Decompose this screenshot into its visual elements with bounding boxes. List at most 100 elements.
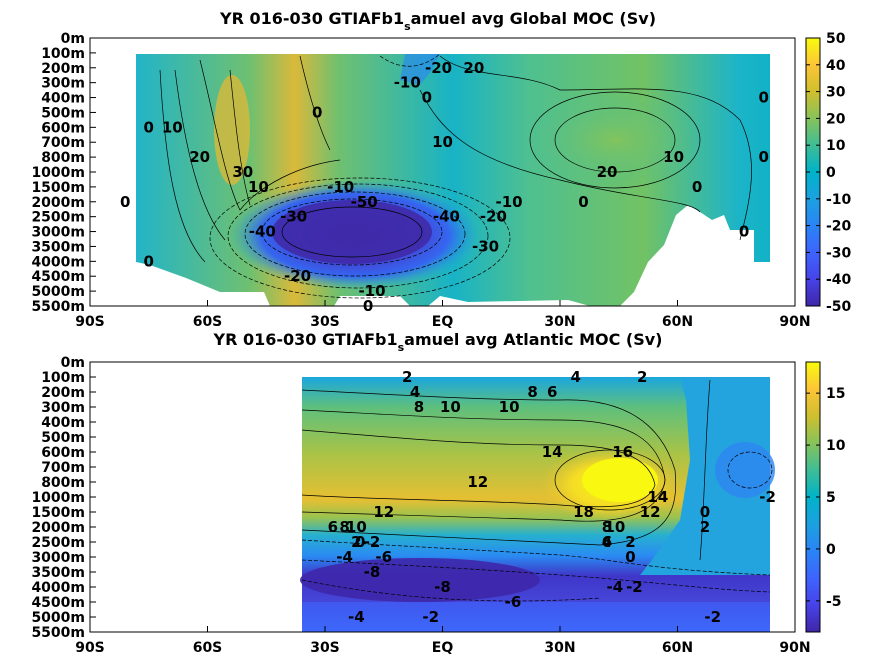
- atlantic-contour-label: 14: [647, 488, 668, 506]
- global-x-tick-label: 30N: [544, 314, 575, 330]
- atlantic-y-tick-label: 800m: [41, 475, 85, 491]
- atlantic-contour-label: 4: [602, 533, 612, 551]
- global-x-tick-label: 90N: [779, 314, 810, 330]
- atlantic-x-tick-label: 90S: [75, 640, 105, 656]
- global-colorbar-tick-label: 20: [826, 111, 846, 127]
- global-y-tick-label: 4500m: [31, 269, 85, 285]
- atlantic-contour-label: -4: [606, 578, 623, 596]
- atlantic-y-tick-label: 300m: [41, 400, 85, 416]
- global-y-tick-label: 400m: [41, 91, 85, 107]
- global-title: YR 016-030 GTIAFb1samuel avg Global MOC …: [219, 9, 656, 33]
- atlantic-y-tick-label: 3000m: [31, 550, 85, 566]
- global-x-tick-label: 60N: [662, 314, 693, 330]
- global-contour-label: 0: [739, 223, 749, 241]
- global-x-tick-label: EQ: [432, 314, 454, 330]
- atlantic-contour-label: 12: [467, 473, 488, 491]
- atlantic-contour-label: -2: [704, 608, 721, 626]
- global-contours: [159, 53, 752, 299]
- atlantic-colorbar-tick-label: 0: [826, 542, 836, 558]
- global-y-tick-label: 700m: [41, 135, 85, 151]
- atlantic-x-axis: 90S 60S 30S EQ 30N 60N 90N: [75, 626, 811, 656]
- global-y-tick-label: 3000m: [31, 225, 85, 241]
- global-contour-label: 30: [232, 163, 253, 181]
- global-contour-label: 0: [692, 178, 702, 196]
- atlantic-y-tick-label: 100m: [41, 370, 85, 386]
- atlantic-contour-label: 4: [570, 368, 580, 386]
- global-contour-label: -30: [280, 208, 307, 226]
- global-contour-label: -40: [249, 223, 276, 241]
- atlantic-contour-label: -2: [364, 533, 381, 551]
- atlantic-colorbar-tick-label: 5: [826, 490, 836, 506]
- atlantic-contour-label: 10: [499, 398, 520, 416]
- atlantic-colorbar-tick-label: 10: [826, 438, 846, 454]
- atlantic-contour-label: 4: [410, 383, 420, 401]
- atlantic-contour-label: 2: [637, 368, 647, 386]
- atlantic-title: YR 016-030 GTIAFb1samuel avg Atlantic MO…: [213, 330, 663, 354]
- global-y-tick-label: 3500m: [31, 239, 85, 255]
- atlantic-contour-label: -8: [364, 563, 381, 581]
- global-colorbar-tick-label: 30: [826, 85, 846, 101]
- global-contour-label: 0: [363, 297, 373, 315]
- atlantic-y-tick-label: 200m: [41, 385, 85, 401]
- atlantic-contour-label: 14: [542, 443, 563, 461]
- atlantic-x-tick-label: 30N: [544, 640, 575, 656]
- global-contour-label: -10: [394, 74, 421, 92]
- atlantic-y-tick-label: 1500m: [31, 505, 85, 521]
- global-x-axis: 90S 60S 30S EQ 30N 60N 90N: [75, 300, 811, 330]
- global-y-tick-label: 2500m: [31, 210, 85, 226]
- atlantic-y-tick-label: 600m: [41, 445, 85, 461]
- atlantic-y-tick-label: 4500m: [31, 595, 85, 611]
- global-colorbar-tick-label: -50: [826, 299, 852, 315]
- atlantic-contour-label: 6: [602, 533, 612, 551]
- global-x-tick-label: 30S: [310, 314, 340, 330]
- global-colorbar-tick-label: -30: [826, 245, 852, 261]
- global-contour-label: 20: [189, 148, 210, 166]
- atlantic-contour-label: -2: [759, 488, 776, 506]
- atlantic-contour-label: 2: [700, 518, 710, 536]
- atlantic-colorbar-tick-label: -5: [826, 594, 842, 610]
- global-contour-label: 10: [248, 178, 269, 196]
- global-y-tick-label: 1500m: [31, 180, 85, 196]
- global-x-tick-label: 90S: [75, 314, 105, 330]
- global-contour-label: -50: [351, 193, 378, 211]
- atlantic-contour-label: 10: [346, 518, 367, 536]
- global-contour-label: 0: [312, 103, 322, 121]
- atlantic-y-tick-label: 2500m: [31, 535, 85, 551]
- atlantic-contour-label: 8: [602, 518, 612, 536]
- atlantic-contour-label: -6: [505, 593, 522, 611]
- global-y-tick-label: 100m: [41, 46, 85, 62]
- atlantic-contour-label: 8: [339, 518, 349, 536]
- global-field: [90, 38, 795, 306]
- atlantic-contour-label: 6: [328, 518, 338, 536]
- global-contour-label: 10: [663, 148, 684, 166]
- atlantic-y-tick-label: 5000m: [31, 610, 85, 626]
- global-y-tick-label: 200m: [41, 61, 85, 77]
- global-contour-label: -10: [327, 178, 354, 196]
- global-contour-label: -20: [425, 59, 452, 77]
- atlantic-x-tick-label: 60N: [662, 640, 693, 656]
- global-contour-label: -20: [480, 208, 507, 226]
- global-nh-cell: [525, 90, 705, 190]
- atlantic-x-tick-label: 30S: [310, 640, 340, 656]
- atlantic-colorbar-ticks: 15 10 5 0 -5: [806, 386, 846, 610]
- atlantic-contour-label: -4: [336, 548, 353, 566]
- global-y-tick-label: 2000m: [31, 195, 85, 211]
- atlantic-contour-label: 0: [700, 503, 710, 521]
- atlantic-field: [90, 362, 795, 632]
- atlantic-x-tick-label: 60S: [193, 640, 223, 656]
- atlantic-contour-label: 10: [604, 518, 625, 536]
- atlantic-contour-label: 8: [414, 398, 424, 416]
- atlantic-contour-label: 2: [402, 368, 412, 386]
- global-y-tick-label: 1000m: [31, 165, 85, 181]
- atlantic-y-tick-label: 4000m: [31, 580, 85, 596]
- global-colorbar-tick-label: -10: [826, 192, 852, 208]
- global-contour-label: -10: [358, 282, 385, 300]
- global-y-axis: 0m100m200m300m400m500m600m700m800m1000m1…: [31, 31, 96, 315]
- global-y-tick-label: 0m: [61, 31, 85, 47]
- global-contour-label: 0: [578, 193, 588, 211]
- global-y-tick-label: 600m: [41, 120, 85, 136]
- global-contour-label: 10: [432, 133, 453, 151]
- atlantic-y-tick-label: 400m: [41, 415, 85, 431]
